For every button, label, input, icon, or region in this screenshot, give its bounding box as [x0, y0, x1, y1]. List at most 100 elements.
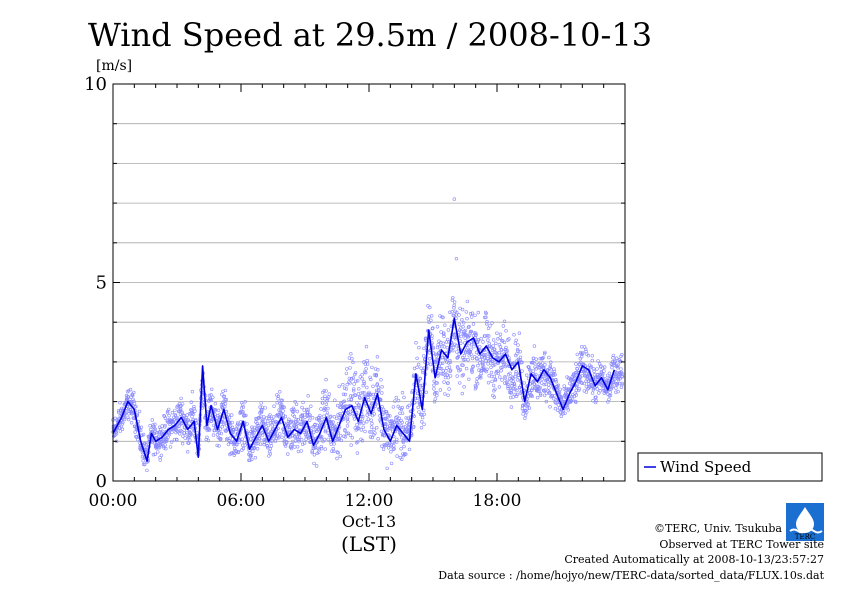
scatter-point	[591, 399, 595, 403]
observed-text: Observed at TERC Tower site	[659, 537, 824, 551]
scatter-point	[282, 405, 286, 409]
scatter-point	[514, 370, 518, 374]
scatter-point	[257, 423, 261, 428]
scatter-point	[542, 352, 547, 356]
scatter-point	[598, 389, 602, 393]
scatter-point	[143, 462, 147, 467]
scatter-point	[375, 382, 380, 386]
scatter-point	[485, 367, 489, 371]
scatter-point	[180, 402, 185, 406]
scatter-point	[469, 352, 473, 357]
scatter-point	[479, 371, 483, 376]
scatter-point	[355, 451, 360, 455]
scatter-point	[574, 400, 578, 404]
scatter-point	[356, 440, 360, 444]
scatter-point	[395, 454, 399, 458]
scatter-point	[309, 404, 313, 408]
scatter-point	[493, 363, 497, 367]
scatter-point	[421, 370, 425, 375]
scatter-point	[484, 311, 488, 316]
scatter-point	[542, 365, 546, 370]
scatter-point	[276, 426, 280, 431]
scatter-point	[371, 392, 376, 397]
scatter-point	[286, 423, 290, 428]
logo-text: TERC	[795, 533, 815, 541]
scatter-point	[348, 433, 353, 437]
scatter-point	[368, 375, 372, 380]
scatter-point	[485, 322, 489, 326]
x-tick-label: 18:00	[473, 491, 522, 511]
scatter-point	[389, 450, 393, 454]
scatter-point	[292, 414, 297, 419]
scatter-point	[260, 407, 264, 412]
scatter-point	[381, 407, 386, 412]
scatter-point	[590, 354, 594, 358]
scatter-point	[525, 406, 530, 411]
scatter-point	[159, 453, 164, 458]
scatter-point	[400, 406, 404, 410]
scatter-point	[163, 443, 167, 447]
scatter-point	[329, 420, 334, 424]
scatter-point	[418, 376, 422, 380]
scatter-point	[509, 405, 514, 409]
scatter-point	[590, 391, 595, 395]
scatter-point	[355, 427, 360, 431]
scatter-point	[585, 375, 590, 379]
scatter-point	[620, 381, 624, 386]
scatter-point	[366, 417, 370, 421]
scatter-point	[507, 337, 511, 341]
scatter-point	[368, 392, 372, 396]
scatter-point	[335, 456, 339, 461]
chart-title: Wind Speed at 29.5m / 2008-10-13	[88, 16, 652, 54]
scatter-point	[260, 431, 264, 435]
scatter-point	[266, 423, 271, 428]
scatter-point	[280, 435, 284, 439]
scatter-point	[586, 353, 590, 358]
scatter-point	[118, 429, 123, 433]
scatter-point	[466, 346, 470, 350]
scatter-point	[470, 369, 474, 373]
scatter-point	[443, 323, 447, 327]
scatter-point	[342, 386, 347, 390]
scatter-point	[543, 388, 547, 392]
scatter-point	[546, 368, 550, 372]
scatter-point	[295, 409, 299, 414]
scatter-point	[365, 385, 369, 390]
scatter-point	[498, 332, 503, 336]
scatter-point	[559, 414, 563, 418]
scatter-point	[210, 417, 214, 421]
scatter-point	[542, 382, 546, 387]
scatter-point	[559, 395, 564, 400]
scatter-point	[478, 358, 482, 362]
scatter-point	[484, 315, 488, 319]
scatter-point	[353, 393, 358, 397]
scatter-point	[343, 392, 348, 397]
scatter-point	[190, 389, 195, 394]
scatter-point	[114, 430, 119, 434]
scatter-point	[326, 406, 330, 411]
scatter-point	[569, 378, 573, 382]
scatter-point	[310, 416, 315, 420]
scatter-point	[120, 427, 125, 431]
scatter-point	[452, 306, 456, 310]
scatter-point	[335, 450, 339, 454]
scatter-point	[363, 429, 367, 434]
scatter-point	[293, 445, 297, 449]
scatter-point	[462, 353, 467, 358]
scatter-point	[179, 407, 183, 411]
scatter-point	[601, 372, 605, 376]
scatter-point	[564, 388, 568, 392]
scatter-point	[180, 411, 184, 415]
scatter-point	[377, 388, 381, 392]
scatter-point	[151, 453, 156, 457]
scatter-point	[120, 422, 125, 426]
scatter-point	[300, 438, 304, 442]
scatter-point	[620, 382, 624, 387]
scatter-point	[482, 353, 486, 357]
scatter-point	[370, 365, 374, 370]
scatter-point	[360, 417, 365, 421]
scatter-point	[620, 375, 625, 379]
scatter-point	[319, 407, 323, 411]
scatter-point	[494, 369, 499, 374]
